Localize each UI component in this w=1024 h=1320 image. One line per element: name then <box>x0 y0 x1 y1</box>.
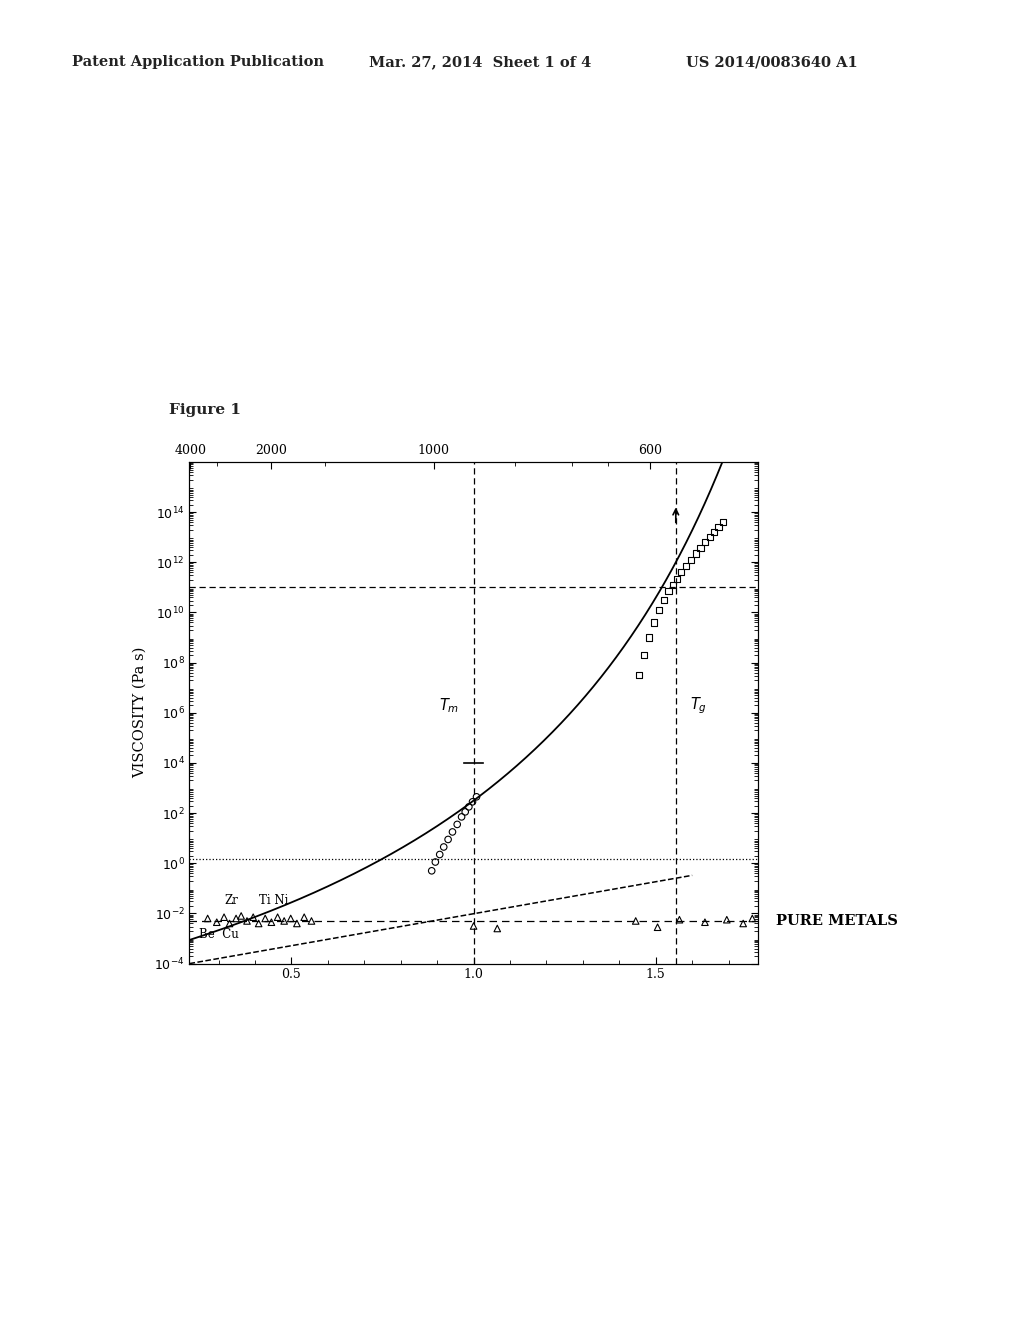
Point <box>427 851 443 873</box>
Point <box>641 627 657 648</box>
Point <box>660 581 677 602</box>
Point <box>424 861 440 882</box>
Point <box>303 911 319 932</box>
Point <box>631 665 647 686</box>
Point <box>245 907 261 928</box>
Text: $T_m$: $T_m$ <box>439 696 459 714</box>
Text: US 2014/0083640 A1: US 2014/0083640 A1 <box>686 55 858 70</box>
Point <box>636 644 652 665</box>
Point <box>655 589 672 610</box>
Point <box>468 787 484 808</box>
Point <box>454 807 470 828</box>
Text: Zr: Zr <box>224 894 239 907</box>
Point <box>461 796 477 817</box>
Point <box>719 909 735 931</box>
Point <box>296 907 312 928</box>
Point <box>435 837 452 858</box>
Point <box>665 574 681 595</box>
Text: Mar. 27, 2014  Sheet 1 of 4: Mar. 27, 2014 Sheet 1 of 4 <box>369 55 591 70</box>
Point <box>678 556 694 577</box>
Point <box>646 612 663 634</box>
Point <box>735 913 752 935</box>
Point <box>715 512 731 533</box>
Point <box>489 917 506 939</box>
Point <box>431 843 447 865</box>
Point <box>744 908 761 929</box>
Text: Figure 1: Figure 1 <box>169 403 241 417</box>
Point <box>692 537 709 558</box>
Point <box>221 913 238 935</box>
Point <box>444 821 461 842</box>
Text: Be  Cu: Be Cu <box>199 928 239 941</box>
Point <box>457 801 473 822</box>
Point <box>216 907 232 928</box>
Text: $T_g$: $T_g$ <box>690 694 708 715</box>
Point <box>263 912 280 933</box>
Point <box>283 908 299 929</box>
Text: Ti Ni: Ti Ni <box>259 894 288 907</box>
Point <box>209 912 225 933</box>
Point <box>233 906 250 927</box>
Text: PURE METALS: PURE METALS <box>776 913 898 928</box>
Point <box>465 916 481 937</box>
Point <box>697 532 714 553</box>
Point <box>464 791 480 812</box>
Point <box>683 549 699 570</box>
Point <box>688 543 705 564</box>
Point <box>289 913 305 935</box>
Point <box>696 912 713 933</box>
Point <box>257 908 273 929</box>
Point <box>701 527 718 548</box>
Point <box>711 516 727 537</box>
Text: Patent Application Publication: Patent Application Publication <box>72 55 324 70</box>
Point <box>449 814 465 836</box>
Point <box>650 599 667 620</box>
Point <box>649 916 666 937</box>
Point <box>672 909 688 931</box>
Point <box>275 911 293 932</box>
Point <box>706 521 722 543</box>
Y-axis label: VISCOSITY (Pa s): VISCOSITY (Pa s) <box>133 647 147 779</box>
Point <box>269 907 286 928</box>
Point <box>628 911 644 932</box>
Point <box>251 913 267 935</box>
Point <box>228 908 245 929</box>
Point <box>673 562 689 583</box>
Point <box>200 908 216 929</box>
Point <box>239 911 255 932</box>
Point <box>440 829 457 850</box>
Point <box>669 568 685 589</box>
